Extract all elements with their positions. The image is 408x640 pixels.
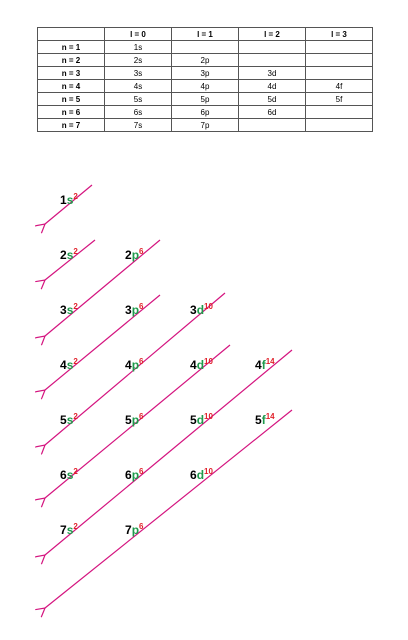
arrow bbox=[45, 349, 293, 555]
orbital-label: 5d10 bbox=[190, 412, 213, 427]
shell-number: 5 bbox=[255, 413, 262, 427]
table-row: n = 1 1s bbox=[37, 40, 373, 54]
subshell-letter: p bbox=[132, 303, 139, 317]
electron-count: 14 bbox=[266, 357, 275, 366]
subshell-letter: p bbox=[132, 358, 139, 372]
electron-count: 6 bbox=[139, 522, 144, 531]
cell bbox=[305, 118, 373, 132]
subshell-letter: s bbox=[67, 248, 74, 262]
shell-number: 4 bbox=[255, 358, 262, 372]
orbital-label: 3s2 bbox=[60, 302, 78, 317]
electron-count: 2 bbox=[73, 522, 78, 531]
electron-count: 2 bbox=[73, 247, 78, 256]
subshell-letter: d bbox=[197, 358, 204, 372]
subshell-letter: f bbox=[262, 358, 267, 372]
table-row: n = 7 7s 7p bbox=[37, 118, 373, 132]
orbital-label: 3p6 bbox=[125, 302, 144, 317]
electron-count: 10 bbox=[204, 302, 213, 311]
arrow bbox=[45, 239, 161, 336]
electron-count: 2 bbox=[73, 467, 78, 476]
subshell-letter: d bbox=[197, 413, 204, 427]
shell-number: 5 bbox=[60, 413, 67, 427]
orbital-label: 4p6 bbox=[125, 357, 144, 372]
electron-count: 2 bbox=[73, 302, 78, 311]
orbital-label: 4f14 bbox=[255, 357, 275, 372]
orbital-label: 6s2 bbox=[60, 467, 78, 482]
electron-count: 6 bbox=[139, 467, 144, 476]
shell-number: 7 bbox=[60, 523, 67, 537]
arrow bbox=[45, 344, 231, 498]
orbital-label: 1s2 bbox=[60, 192, 78, 207]
shell-number: 5 bbox=[125, 413, 132, 427]
table-row: n = 2 2s 2p bbox=[37, 53, 373, 67]
shell-number: 7 bbox=[125, 523, 132, 537]
shell-number: 3 bbox=[125, 303, 132, 317]
electron-count: 10 bbox=[204, 357, 213, 366]
subshell-letter: s bbox=[67, 358, 74, 372]
shell-number: 1 bbox=[60, 193, 67, 207]
subshell-letter: s bbox=[67, 413, 74, 427]
table-row: n = 6 6s 6p 6d bbox=[37, 105, 373, 119]
arrow bbox=[45, 409, 293, 608]
electron-count: 6 bbox=[139, 302, 144, 311]
table-row: n = 5 5s 5p 5d 5f bbox=[37, 92, 373, 106]
row-header: n = 7 bbox=[37, 118, 105, 132]
arrow bbox=[45, 292, 226, 445]
shell-number: 6 bbox=[60, 468, 67, 482]
subshell-letter: f bbox=[262, 413, 267, 427]
shell-number: 3 bbox=[190, 303, 197, 317]
shell-number: 5 bbox=[190, 413, 197, 427]
shell-number: 6 bbox=[125, 468, 132, 482]
subshell-letter: d bbox=[197, 303, 204, 317]
cell: 7s bbox=[104, 118, 172, 132]
orbital-label: 2p6 bbox=[125, 247, 144, 262]
electron-count: 2 bbox=[73, 412, 78, 421]
subshell-letter: p bbox=[132, 523, 139, 537]
shell-number: 4 bbox=[60, 358, 67, 372]
subshell-letter: d bbox=[197, 468, 204, 482]
table-row: n = 4 4s 4p 4d 4f bbox=[37, 79, 373, 93]
orbital-label: 4s2 bbox=[60, 357, 78, 372]
shell-number: 4 bbox=[125, 358, 132, 372]
subshell-letter: p bbox=[132, 413, 139, 427]
shell-number: 4 bbox=[190, 358, 197, 372]
orbital-label: 3d10 bbox=[190, 302, 213, 317]
shell-number: 3 bbox=[60, 303, 67, 317]
electron-count: 6 bbox=[139, 412, 144, 421]
orbital-label: 6p6 bbox=[125, 467, 144, 482]
electron-count: 2 bbox=[73, 192, 78, 201]
orbital-label: 7p6 bbox=[125, 522, 144, 537]
table-row: n = 3 3s 3p 3d bbox=[37, 66, 373, 80]
shell-number: 2 bbox=[125, 248, 132, 262]
subshell-letter: s bbox=[67, 193, 74, 207]
electron-count: 6 bbox=[139, 357, 144, 366]
orbital-label: 5f14 bbox=[255, 412, 275, 427]
subshell-letter: s bbox=[67, 303, 74, 317]
orbital-label: 5p6 bbox=[125, 412, 144, 427]
orbital-label: 7s2 bbox=[60, 522, 78, 537]
subshell-letter: p bbox=[132, 468, 139, 482]
orbital-label: 4d10 bbox=[190, 357, 213, 372]
subshell-letter: s bbox=[67, 468, 74, 482]
orbital-label: 6d10 bbox=[190, 467, 213, 482]
orbital-label: 2s2 bbox=[60, 247, 78, 262]
subshell-letter: s bbox=[67, 523, 74, 537]
shell-number: 6 bbox=[190, 468, 197, 482]
electron-count: 14 bbox=[266, 412, 275, 421]
electron-count: 6 bbox=[139, 247, 144, 256]
electron-count: 10 bbox=[204, 412, 213, 421]
arrow bbox=[45, 239, 96, 280]
orbital-label: 5s2 bbox=[60, 412, 78, 427]
shell-number: 2 bbox=[60, 248, 67, 262]
arrow bbox=[45, 184, 93, 224]
subshell-letter: p bbox=[132, 248, 139, 262]
arrow bbox=[45, 294, 161, 390]
electron-count: 2 bbox=[73, 357, 78, 366]
electron-count: 10 bbox=[204, 467, 213, 476]
